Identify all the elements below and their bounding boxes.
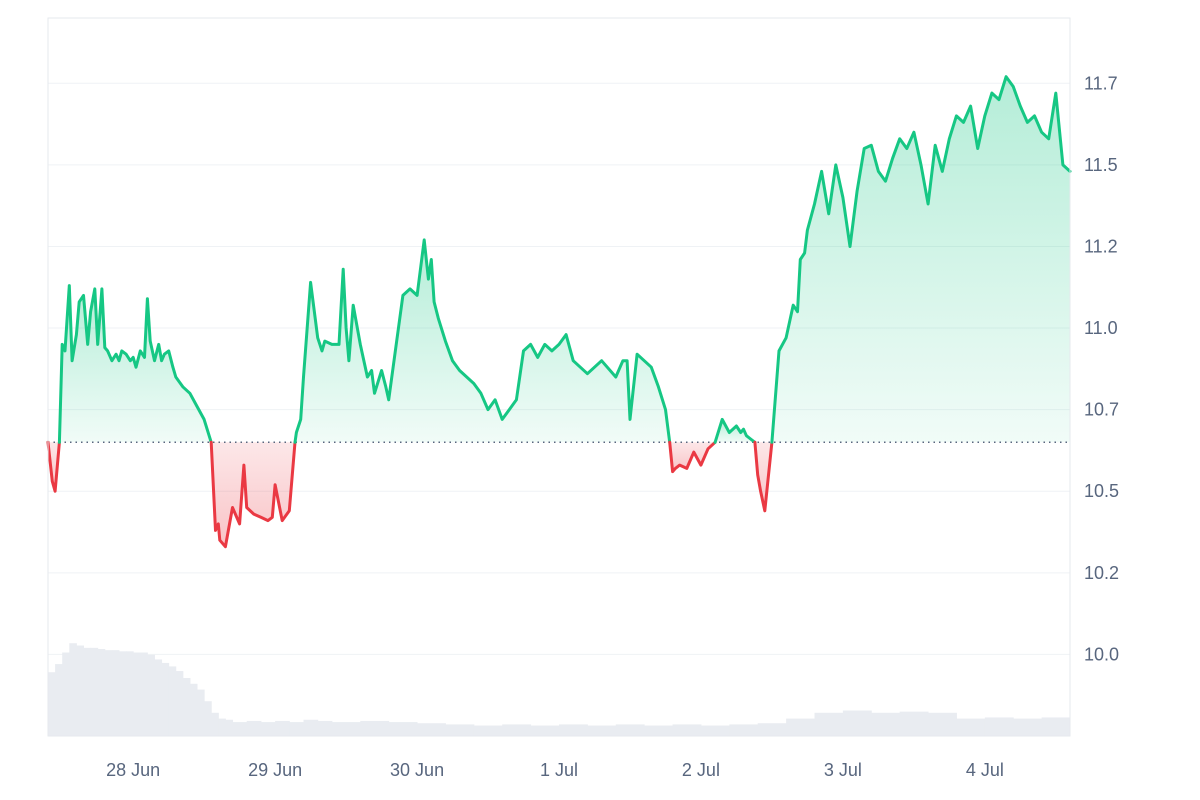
volume-bar	[388, 722, 418, 736]
x-tick-label: 2 Jul	[682, 760, 720, 780]
volume-bar	[757, 723, 787, 736]
y-tick-label: 11.2	[1084, 236, 1118, 256]
volume-bar	[786, 718, 815, 736]
volume-bar	[140, 652, 148, 736]
price-area-up	[59, 285, 212, 443]
volume-bar	[530, 725, 560, 736]
y-tick-label: 11.7	[1084, 73, 1118, 93]
price-line-down	[668, 440, 717, 474]
x-tick-label: 29 Jun	[248, 760, 302, 780]
volume-bar	[189, 683, 198, 736]
volume-bar	[182, 678, 191, 736]
volume-bar	[417, 723, 446, 736]
y-tick-label: 10.2	[1084, 563, 1119, 583]
volume-bar	[289, 722, 304, 736]
volume-bar	[559, 724, 588, 736]
volume-bar	[842, 710, 872, 736]
price-area-down	[211, 442, 295, 547]
y-tick-label: 10.5	[1084, 481, 1119, 501]
volume-bar	[197, 689, 205, 736]
x-tick-label: 3 Jul	[824, 760, 862, 780]
price-line-down	[46, 440, 61, 493]
volume-bar	[90, 647, 99, 736]
y-axis-labels: 10.0 10.2 10.5 10.7 11.0 11.2 11.5 11.7	[1084, 73, 1119, 664]
volume-bar	[275, 720, 290, 736]
volume-bar	[204, 701, 212, 736]
volume-bar	[232, 722, 248, 736]
price-line	[46, 75, 1072, 549]
volume-bar	[260, 722, 276, 736]
volume-bar	[1041, 717, 1071, 736]
volume-bar	[76, 645, 84, 736]
volume-bar	[644, 725, 674, 736]
volume-bar	[118, 651, 127, 736]
x-axis-labels: 28 Jun 29 Jun 30 Jun 1 Jul 2 Jul 3 Jul 4 Jul	[106, 760, 1004, 780]
volume-bar	[175, 671, 184, 736]
price-area-up	[295, 239, 670, 443]
volume-bar	[104, 650, 113, 736]
volume-bar	[473, 725, 503, 736]
volume-bar	[126, 651, 134, 736]
volume-bar	[147, 654, 155, 736]
volume-bar	[211, 712, 219, 736]
price-area-down	[754, 442, 772, 511]
price-line-up	[57, 284, 213, 444]
volume-bar	[111, 650, 120, 736]
volume-bar	[69, 643, 77, 736]
volume-bar	[1013, 718, 1043, 736]
x-tick-label: 4 Jul	[966, 760, 1004, 780]
volume-bar	[956, 718, 986, 736]
volume-bar	[331, 722, 361, 736]
volume-bar	[928, 712, 957, 736]
volume-bar	[168, 666, 177, 736]
volume-bar	[445, 724, 475, 736]
price-line-down	[209, 440, 297, 549]
volume-bar	[729, 724, 759, 736]
volume-bar	[814, 712, 844, 736]
volume-bar	[502, 724, 532, 736]
price-area-up	[771, 76, 1070, 443]
price-line-down	[753, 440, 774, 513]
y-tick-label: 10.0	[1084, 644, 1119, 664]
volume-bar	[133, 652, 141, 736]
plot-frame	[47, 17, 1071, 737]
price-line-up	[713, 417, 757, 444]
volume-bar	[700, 725, 730, 736]
x-tick-label: 30 Jun	[390, 760, 444, 780]
volume-bar	[55, 664, 63, 736]
volume-bar	[871, 712, 901, 736]
volume-bar	[62, 652, 70, 736]
volume-bar	[317, 720, 333, 736]
y-tick-label: 11.5	[1084, 155, 1118, 175]
volume-bar	[48, 672, 56, 736]
price-line-up	[293, 238, 672, 444]
volume-bar	[83, 647, 92, 736]
volume-bar	[360, 720, 390, 736]
x-tick-label: 1 Jul	[540, 760, 578, 780]
volume-bar	[587, 725, 617, 736]
volume-bar	[218, 718, 226, 736]
volume-bar	[615, 724, 645, 736]
y-tick-label: 10.7	[1084, 400, 1119, 420]
volume-bar	[97, 649, 106, 736]
volume-bar	[984, 717, 1014, 736]
volume-bar	[246, 720, 262, 736]
y-tick-label: 11.0	[1084, 318, 1118, 338]
volume-bar	[161, 662, 170, 736]
x-tick-label: 28 Jun	[106, 760, 160, 780]
volume-bar	[225, 719, 234, 736]
volume-bar	[672, 724, 702, 736]
price-line-up	[770, 75, 1072, 444]
volume-bar	[899, 711, 929, 736]
volume-bar	[303, 719, 319, 736]
volume-bars	[48, 643, 1071, 736]
volume-bar	[154, 659, 163, 736]
